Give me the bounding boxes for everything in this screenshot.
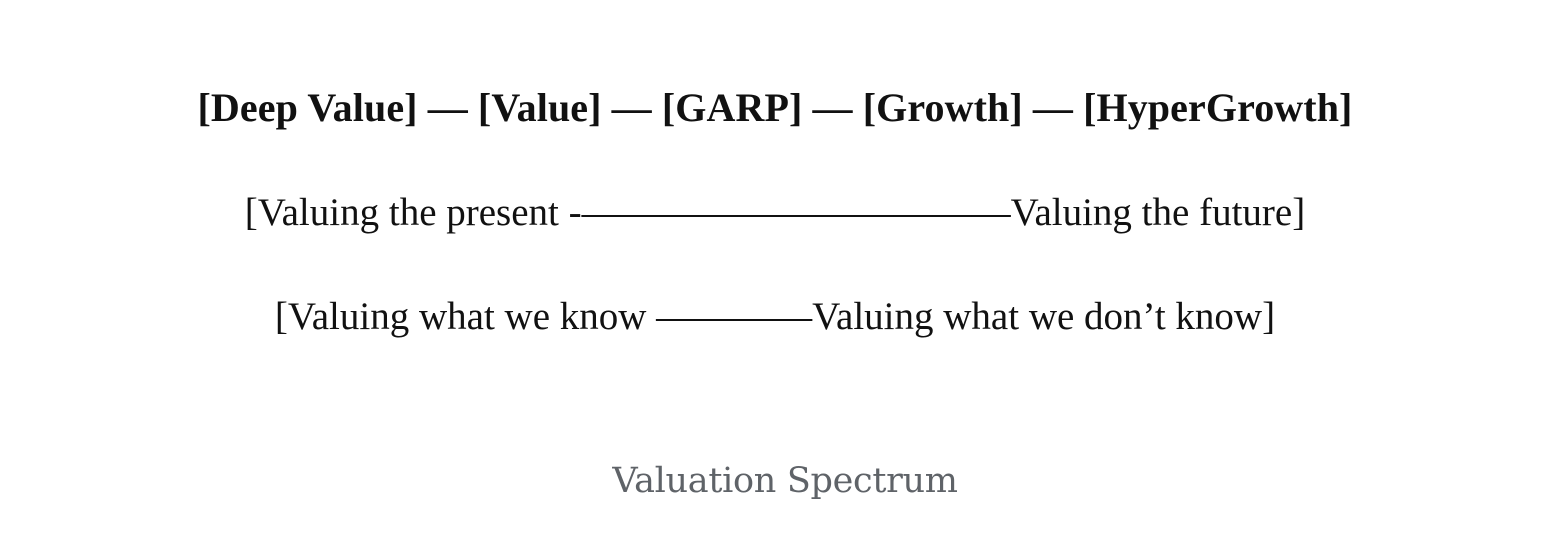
figure-caption: Valuation Spectrum [0, 461, 1550, 501]
spectrum-categories: [Deep Value] — [Value] — [GARP] — [Growt… [0, 84, 1550, 131]
known-unknown-range: [Valuing what we know ————Valuing what w… [0, 294, 1550, 339]
present-future-range: [Valuing the present -———————————Valuing… [0, 190, 1550, 235]
